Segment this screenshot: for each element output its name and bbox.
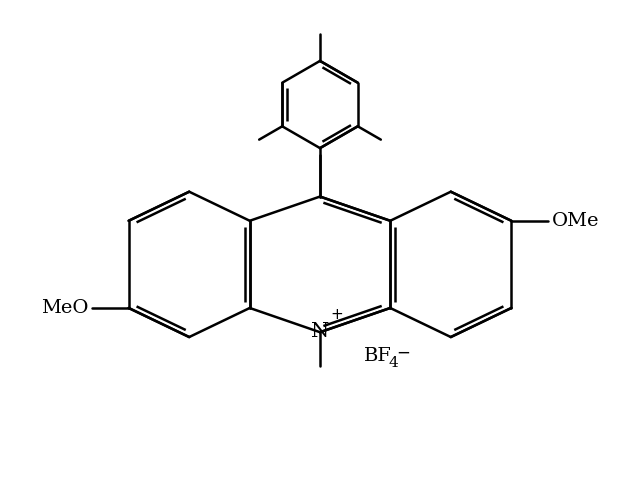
Text: N: N [311, 322, 329, 341]
Text: MeO: MeO [41, 299, 88, 317]
Text: +: + [331, 307, 344, 321]
Text: 4: 4 [388, 356, 399, 370]
Text: −: − [397, 344, 410, 362]
Text: BF: BF [364, 347, 392, 366]
Text: OMe: OMe [552, 212, 599, 230]
